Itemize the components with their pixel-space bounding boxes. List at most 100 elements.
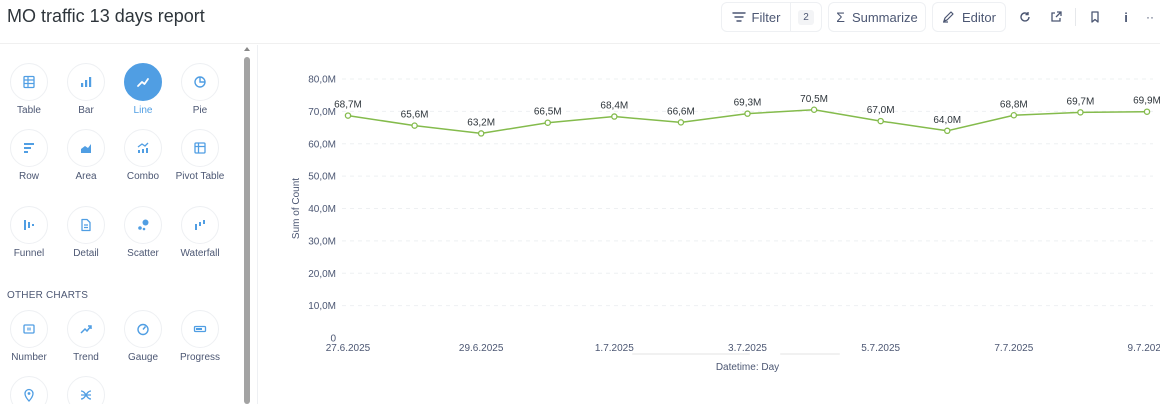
line-chart-icon	[137, 78, 149, 87]
chart-type-label: Bar	[78, 105, 94, 116]
filter-count-badge[interactable]: 2	[791, 3, 821, 31]
chart-type-table[interactable]: Table	[0, 63, 59, 116]
data-point	[544, 119, 551, 126]
external-link-icon	[1051, 11, 1062, 22]
filter-count: 2	[798, 9, 814, 25]
scrollbar-thumb[interactable]	[244, 57, 250, 404]
chart-type-map-circle	[10, 376, 48, 404]
sigma-icon: Σ	[836, 9, 845, 25]
chart-type-label: Table	[17, 105, 41, 116]
chart-type-pivot[interactable]: Pivot Table	[170, 129, 230, 182]
data-point	[411, 122, 418, 129]
data-label: 63,2M	[467, 117, 495, 128]
chart-type-row[interactable]: Row	[0, 129, 59, 182]
chart-type-map[interactable]	[0, 376, 59, 404]
x-tick-label: 29.6.2025	[459, 343, 504, 354]
progress-icon	[193, 325, 207, 333]
editor-label: Editor	[962, 9, 996, 25]
legend-placeholder-bar-2	[780, 353, 840, 355]
info-icon: i	[1124, 9, 1128, 25]
chart-type-detail-circle	[67, 206, 105, 244]
chart-type-area[interactable]: Area	[56, 129, 116, 182]
y-tick-label: 60,0M	[308, 139, 336, 150]
scatter-icon	[138, 219, 149, 231]
y-tick-label: 40,0M	[308, 204, 336, 215]
data-label: 69,9M	[1133, 96, 1160, 107]
chart-type-label: Area	[75, 171, 97, 182]
chart-type-label: Scatter	[127, 248, 159, 259]
page-title: MO traffic 13 days report	[7, 6, 205, 26]
chart-type-gauge[interactable]: Gauge	[113, 310, 173, 363]
chart-type-label: Funnel	[13, 248, 45, 259]
data-label: 65,6M	[401, 110, 429, 121]
chart-type-number[interactable]: Number	[0, 310, 59, 363]
data-point	[810, 106, 818, 114]
chart-type-trend[interactable]: Trend	[56, 310, 116, 363]
map-pin-icon	[24, 388, 34, 402]
chart-type-scatter[interactable]: Scatter	[113, 206, 173, 259]
data-label: 68,8M	[1000, 99, 1028, 110]
chart-type-progress[interactable]: Progress	[170, 310, 230, 363]
filter-icon	[731, 12, 746, 22]
x-tick-label: 7.7.2025	[994, 343, 1033, 354]
chart-type-pivot-circle	[181, 129, 219, 167]
chart-type-pie[interactable]: Pie	[170, 63, 230, 116]
chart-type-waterfall-circle	[181, 206, 219, 244]
chart-type-bar-circle	[67, 63, 105, 101]
bookmark-button[interactable]	[1082, 4, 1108, 30]
chart-type-number-circle	[10, 310, 48, 348]
chart-type-detail[interactable]: Detail	[56, 206, 116, 259]
x-tick-label: 27.6.2025	[326, 343, 371, 354]
filter-button[interactable]: Filter	[722, 3, 791, 31]
chart-type-funnel[interactable]: Funnel	[0, 206, 59, 259]
y-tick-label: 20,0M	[308, 269, 336, 280]
sidebar-scrollbar[interactable]	[242, 45, 252, 404]
chart-type-label: Line	[133, 105, 153, 116]
data-point	[477, 130, 485, 137]
data-label: 64,0M	[933, 115, 961, 126]
chart-type-table-circle	[10, 63, 48, 101]
data-label: 69,3M	[734, 98, 762, 109]
info-button[interactable]: i	[1113, 4, 1139, 30]
data-label: 70,5M	[800, 94, 828, 105]
area-chart-icon	[81, 144, 91, 153]
header-bar: MO traffic 13 days report Filter 2 Σ Sum…	[0, 0, 1160, 44]
chart-type-combo[interactable]: Combo	[113, 129, 173, 182]
data-point	[611, 113, 618, 120]
chart-type-pie-circle	[181, 63, 219, 101]
chart-type-progress-circle	[181, 310, 219, 348]
x-axis-label: Datetime: Day	[716, 362, 779, 373]
funnel-icon	[24, 220, 34, 230]
chart-type-waterfall[interactable]: Waterfall	[170, 206, 230, 259]
sankey-icon	[80, 390, 92, 400]
chart-type-area-circle	[67, 129, 105, 167]
chart-type-row-circle	[10, 129, 48, 167]
data-point	[744, 110, 751, 117]
number-icon	[23, 324, 35, 334]
editor-button[interactable]: Editor	[932, 2, 1006, 32]
chart-type-label: Pivot Table	[175, 171, 225, 182]
chart-type-trend-circle	[67, 310, 105, 348]
pencil-icon	[943, 11, 954, 23]
more-button[interactable]: ··	[1140, 4, 1160, 30]
chart-type-label: Gauge	[127, 352, 159, 363]
data-label: 66,6M	[667, 106, 695, 117]
data-label: 69,7M	[1067, 96, 1095, 107]
row-chart-icon	[24, 143, 34, 153]
open-external-button[interactable]	[1043, 4, 1069, 30]
trend-icon	[80, 325, 92, 334]
y-tick-label: 10,0M	[308, 301, 336, 312]
chart-type-label: Combo	[126, 171, 160, 182]
chart-type-bar[interactable]: Bar	[56, 63, 116, 116]
chart-type-line[interactable]: Line	[113, 63, 173, 116]
summarize-button[interactable]: Σ Summarize	[828, 2, 926, 32]
x-tick-label: 5.7.2025	[861, 343, 900, 354]
scroll-up-arrow[interactable]	[244, 47, 250, 51]
y-tick-label: 0	[330, 334, 336, 345]
filter-button-group: Filter 2	[721, 2, 822, 32]
other-charts-heading: OTHER CHARTS	[7, 290, 89, 301]
refresh-button[interactable]	[1012, 4, 1038, 30]
chart-type-sankey[interactable]	[56, 376, 116, 404]
chart-type-sidebar: Table Bar Line Pie Row Area Combo	[0, 45, 258, 404]
bookmark-icon	[1091, 11, 1099, 23]
